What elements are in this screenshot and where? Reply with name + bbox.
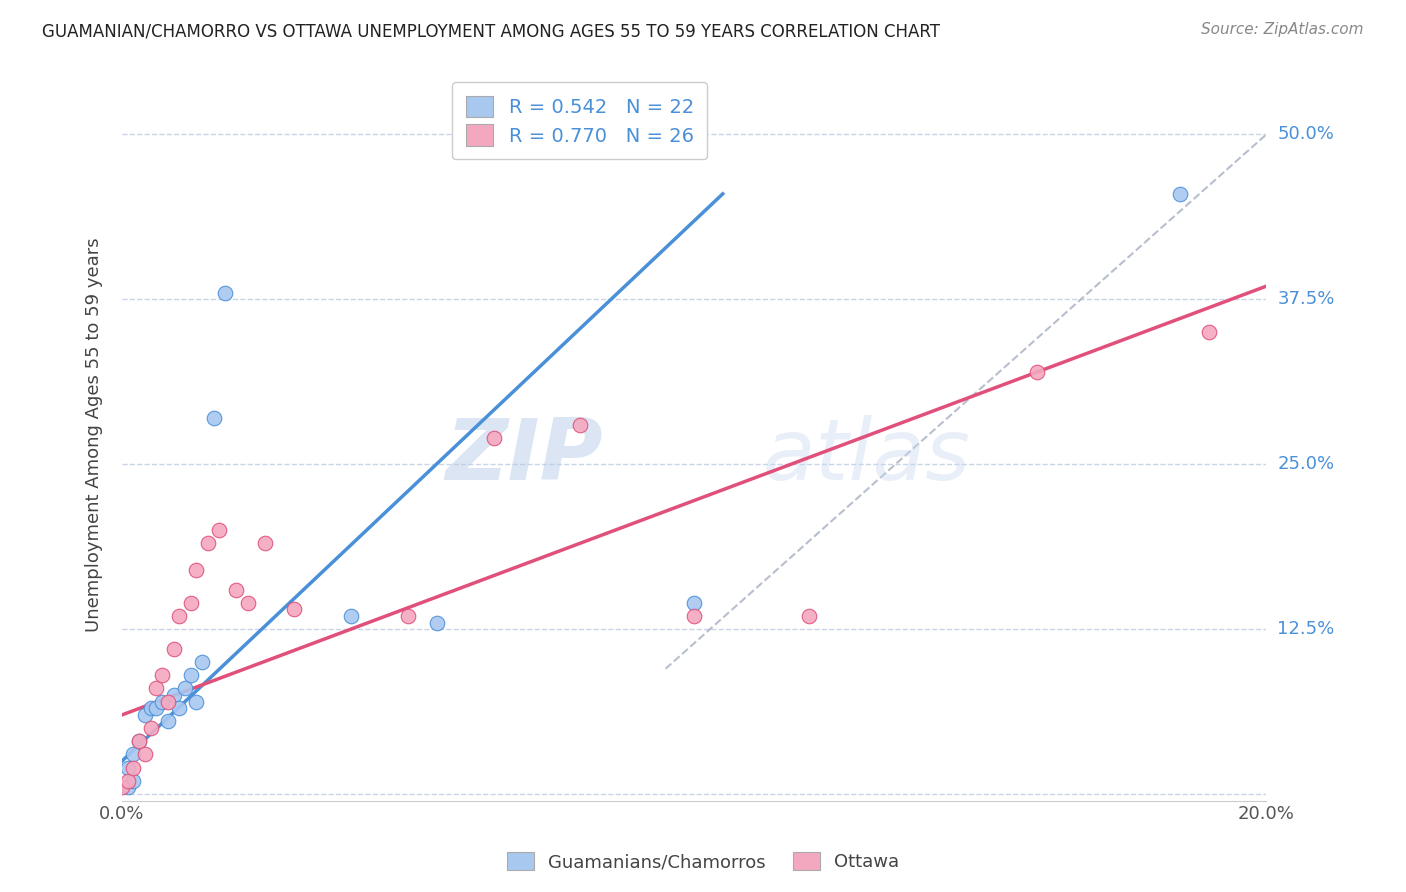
Point: [128, 734, 150, 748]
Point: [202, 411, 225, 425]
Point: [139, 701, 162, 715]
Point: [180, 668, 202, 682]
Point: [214, 285, 236, 300]
Point: [117, 773, 139, 788]
Point: [197, 536, 219, 550]
Point: [117, 761, 139, 775]
Point: [1198, 326, 1220, 340]
Point: [683, 596, 706, 610]
Point: [128, 734, 150, 748]
Point: [122, 773, 145, 788]
Text: GUAMANIAN/CHAMORRO VS OTTAWA UNEMPLOYMENT AMONG AGES 55 TO 59 YEARS CORRELATION : GUAMANIAN/CHAMORRO VS OTTAWA UNEMPLOYMEN…: [42, 22, 941, 40]
Point: [156, 695, 179, 709]
Point: [134, 707, 156, 722]
Point: [167, 609, 190, 624]
Point: [482, 431, 505, 445]
Point: [150, 695, 173, 709]
Point: [117, 780, 139, 795]
Point: [568, 417, 591, 432]
Text: 50.0%: 50.0%: [1278, 126, 1334, 144]
Text: 12.5%: 12.5%: [1278, 620, 1334, 638]
Point: [426, 615, 449, 630]
Point: [162, 641, 184, 656]
Legend: R = 0.542   N = 22, R = 0.770   N = 26: R = 0.542 N = 22, R = 0.770 N = 26: [453, 82, 707, 160]
Point: [174, 681, 197, 696]
Point: [186, 695, 208, 709]
Y-axis label: Unemployment Among Ages 55 to 59 years: Unemployment Among Ages 55 to 59 years: [86, 237, 103, 632]
Point: [186, 563, 208, 577]
Point: [150, 668, 173, 682]
Point: [236, 596, 259, 610]
Point: [797, 609, 820, 624]
Point: [134, 747, 156, 762]
Point: [396, 609, 419, 624]
Text: 37.5%: 37.5%: [1278, 291, 1334, 309]
Point: [122, 747, 145, 762]
Point: [145, 681, 167, 696]
Point: [162, 688, 184, 702]
Point: [254, 536, 277, 550]
Text: 25.0%: 25.0%: [1278, 455, 1334, 474]
Point: [191, 655, 214, 669]
Point: [122, 761, 145, 775]
Point: [683, 609, 706, 624]
Point: [283, 602, 305, 616]
Point: [180, 596, 202, 610]
Point: [1026, 365, 1049, 379]
Point: [111, 780, 134, 795]
Point: [340, 609, 363, 624]
Text: atlas: atlas: [763, 415, 970, 498]
Point: [156, 714, 179, 729]
Point: [167, 701, 190, 715]
Point: [225, 582, 247, 597]
Legend: Guamanians/Chamorros, Ottawa: Guamanians/Chamorros, Ottawa: [499, 845, 907, 879]
Text: Source: ZipAtlas.com: Source: ZipAtlas.com: [1201, 22, 1364, 37]
Point: [139, 721, 162, 735]
Point: [145, 701, 167, 715]
Point: [208, 523, 231, 537]
Point: [1170, 186, 1192, 201]
Text: ZIP: ZIP: [446, 415, 603, 498]
